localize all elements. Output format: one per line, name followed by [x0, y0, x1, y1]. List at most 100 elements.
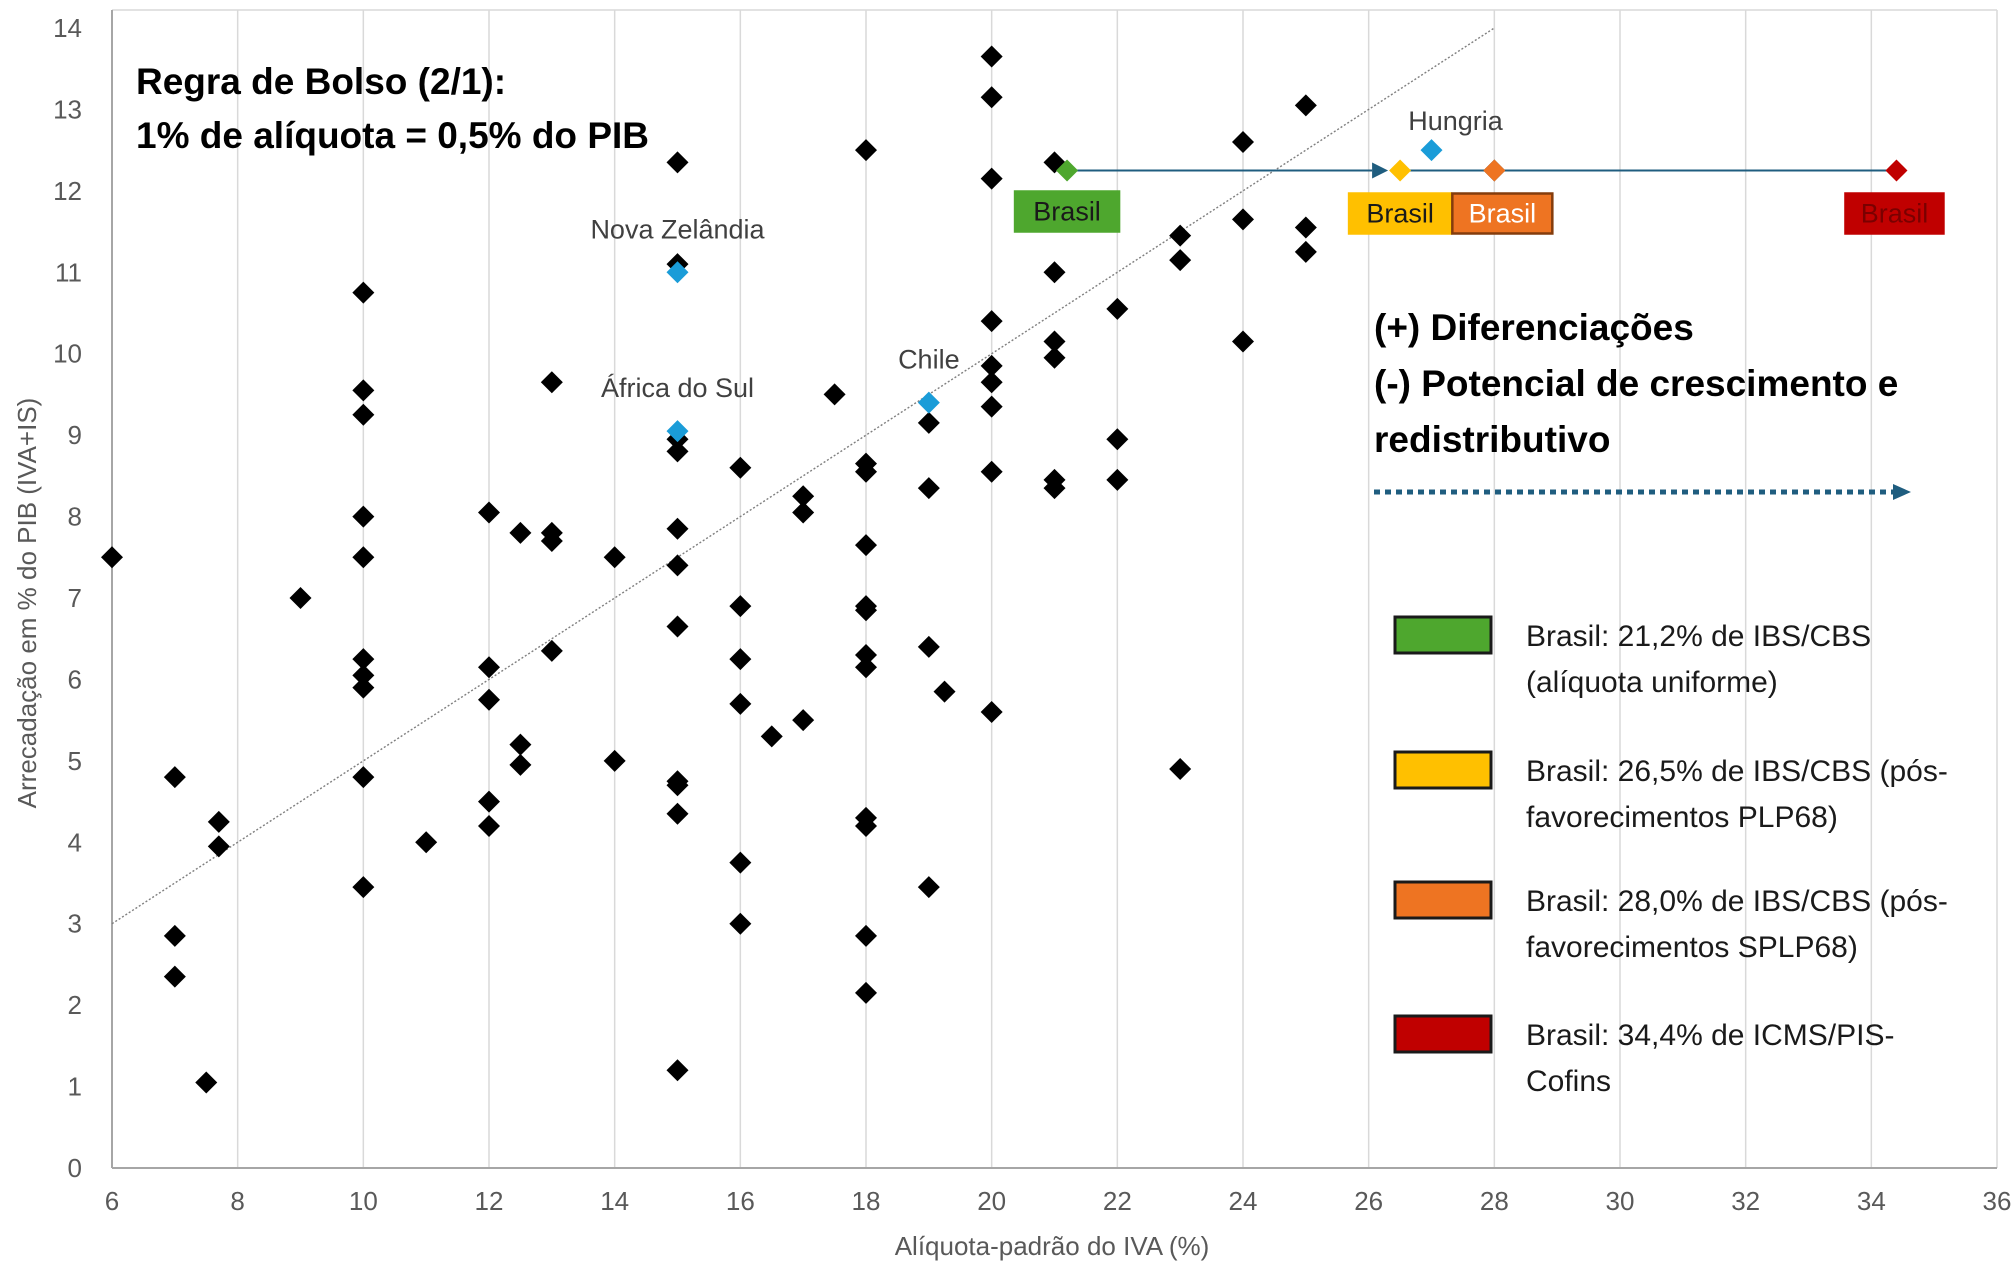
- x-tick-label: 36: [1983, 1186, 2012, 1216]
- data-point: [666, 1059, 689, 1082]
- data-point: [540, 371, 563, 394]
- data-point: [729, 912, 752, 935]
- brasil-point: [1483, 159, 1506, 182]
- diff-dotted-arrow-head: [1893, 484, 1911, 500]
- y-tick-label: 3: [68, 909, 82, 939]
- y-tick-label: 11: [55, 257, 82, 287]
- diff-annotation-line1: (+) Diferenciações: [1374, 307, 1694, 348]
- data-point: [478, 656, 500, 679]
- data-point: [1169, 224, 1192, 247]
- data-point: [792, 485, 815, 508]
- data-point: [980, 86, 1003, 109]
- data-point: [855, 139, 877, 162]
- legend-text-line2: favorecimentos SPLP68): [1526, 931, 1858, 964]
- data-point: [980, 460, 1003, 483]
- y-tick-label: 2: [68, 990, 82, 1020]
- data-point: [729, 456, 752, 479]
- data-point: [352, 505, 375, 528]
- x-tick-label: 30: [1606, 1186, 1635, 1216]
- y-tick-label: 7: [68, 583, 82, 613]
- data-point: [352, 403, 375, 426]
- diff-annotation-line2: (-) Potencial de crescimento e: [1374, 363, 1898, 404]
- legend-text-line2: Cofins: [1526, 1065, 1611, 1098]
- data-point: [933, 680, 956, 703]
- x-tick-label: 32: [1731, 1186, 1760, 1216]
- data-point: [163, 965, 186, 988]
- y-tick-label: 6: [68, 664, 82, 694]
- legend-text-line1: Brasil: 34,4% de ICMS/PIS-: [1526, 1019, 1894, 1052]
- data-point: [855, 815, 877, 837]
- data-point: [980, 371, 1003, 394]
- data-point: [1043, 346, 1066, 369]
- data-point: [729, 595, 752, 618]
- point-label: Hungria: [1408, 106, 1504, 136]
- point-label: Chile: [898, 345, 960, 375]
- data-point: [1232, 131, 1254, 153]
- brasil-tag-label: Brasil: [1861, 199, 1929, 229]
- data-point: [603, 546, 626, 569]
- data-point: [478, 815, 500, 837]
- data-point: [352, 766, 375, 789]
- data-point: [509, 521, 532, 544]
- x-tick-label: 18: [852, 1186, 881, 1216]
- rule-annotation-line2: 1% de alíquota = 0,5% do PIB: [136, 115, 649, 156]
- data-point: [666, 774, 689, 797]
- data-point: [917, 635, 940, 658]
- legend-swatch: [1393, 615, 1493, 655]
- y-tick-label: 13: [53, 94, 82, 124]
- data-point: [917, 876, 940, 899]
- x-tick-label: 24: [1229, 1186, 1258, 1216]
- highlight-point: [666, 420, 689, 443]
- data-point: [1169, 758, 1192, 780]
- data-point: [1106, 297, 1129, 320]
- data-point: [352, 648, 375, 671]
- brasil-tag-box: [1844, 192, 1945, 235]
- data-point: [1043, 477, 1066, 500]
- data-point: [980, 395, 1003, 418]
- data-point: [352, 546, 375, 569]
- brasil-tag-box: [1013, 190, 1121, 233]
- data-point: [666, 517, 689, 540]
- y-axis-label: Arrecadação em % do PIB (IVA+IS): [12, 398, 42, 809]
- data-point: [352, 876, 375, 899]
- brasil-tag-label: Brasil: [1033, 197, 1101, 227]
- data-point: [666, 151, 689, 174]
- data-point: [980, 45, 1003, 68]
- rule-annotation-line1: Regra de Bolso (2/1):: [136, 61, 506, 102]
- data-point: [478, 790, 500, 813]
- brasil-tag-label: Brasil: [1366, 199, 1434, 229]
- x-tick-label: 20: [977, 1186, 1006, 1216]
- data-point: [352, 379, 375, 402]
- data-point: [980, 354, 1003, 377]
- brasil-tag-box: [1347, 192, 1453, 235]
- data-point: [1294, 94, 1317, 117]
- x-tick-label: 10: [349, 1186, 378, 1216]
- point-label: África do Sul: [601, 373, 754, 403]
- x-tick-label: 26: [1354, 1186, 1383, 1216]
- brasil-arrow-head: [1372, 162, 1389, 179]
- data-point: [729, 851, 752, 874]
- data-point: [478, 501, 500, 524]
- data-point: [352, 281, 375, 304]
- legend-text-line2: (alíquota uniforme): [1526, 666, 1778, 699]
- diff-annotation-line3: redistributivo: [1374, 419, 1610, 460]
- data-point: [1043, 261, 1066, 284]
- brasil-point: [1056, 159, 1079, 182]
- trend-line: [111, 27, 1495, 925]
- data-point: [540, 639, 563, 662]
- legend-swatch: [1393, 1014, 1493, 1054]
- data-point: [1232, 330, 1254, 353]
- data-point: [729, 692, 752, 715]
- data-point: [917, 411, 940, 434]
- data-point: [289, 587, 312, 609]
- point-label: Nova Zelândia: [590, 214, 765, 244]
- data-point: [1232, 208, 1254, 231]
- data-point: [980, 701, 1003, 723]
- brasil-point: [1885, 159, 1908, 182]
- data-point: [855, 644, 877, 666]
- highlight-point: [917, 391, 940, 414]
- legend-text-line2: favorecimentos PLP68): [1526, 801, 1838, 834]
- y-tick-label: 8: [68, 502, 82, 532]
- x-tick-label: 22: [1103, 1186, 1132, 1216]
